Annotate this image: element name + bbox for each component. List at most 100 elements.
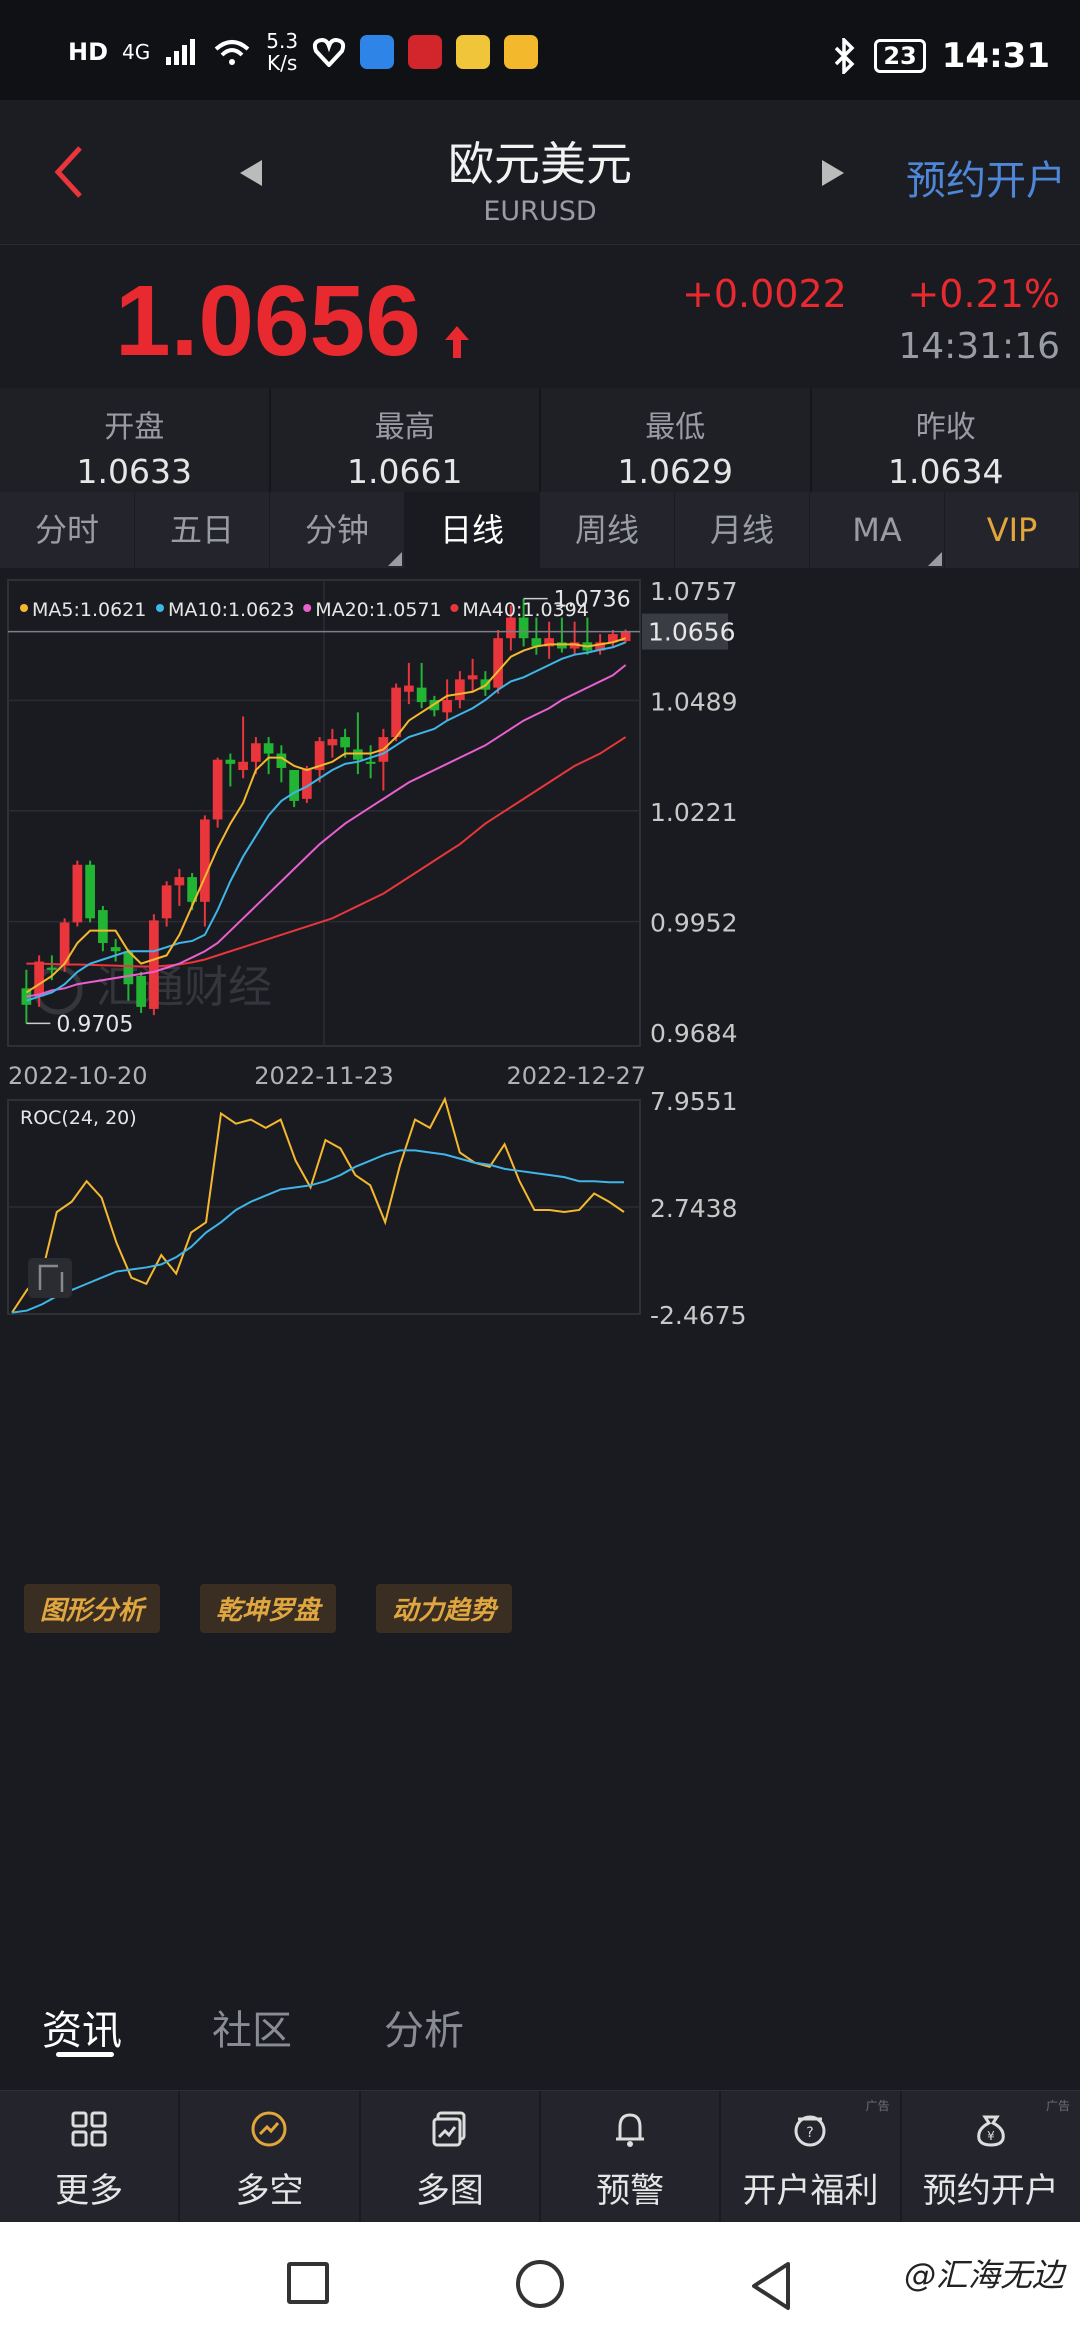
grid-icon (71, 2111, 107, 2147)
more-button[interactable]: 更多 (0, 2091, 181, 2222)
network-indicator: 4G (122, 40, 151, 64)
ad-label: 广告 (865, 2099, 890, 2113)
back-icon[interactable] (50, 142, 90, 202)
tab-five-day[interactable]: 五日 (135, 492, 270, 568)
page-title: 欧元美元 (448, 137, 632, 191)
legend-dot (20, 604, 28, 612)
candle-body (608, 634, 618, 643)
app-red-icon (408, 35, 443, 69)
tab-monthly[interactable]: 月线 (675, 492, 810, 568)
gift-icon: ? (794, 2115, 826, 2147)
candle-body (47, 967, 57, 970)
ma40-line (26, 736, 627, 968)
candle-body (314, 741, 325, 771)
legend-label: MA5:1.0621 (32, 599, 146, 621)
candle-body (136, 975, 146, 1007)
system-nav-bar: @汇海无边 (0, 2222, 1080, 2340)
home-button[interactable] (516, 2260, 564, 2308)
candle-body (506, 617, 516, 639)
next-symbol-icon[interactable] (822, 160, 844, 186)
reserve-account-button[interactable]: ¥ 预约开户 广告 (922, 2099, 1070, 2211)
last-price: 1.0656 (115, 265, 421, 377)
bottom-toolbar: 更多 多空 多图 预警 ? 开户福利 广告 ¥ 预约开户 广告 (0, 2090, 1080, 2222)
legend-label: MA10:1.0623 (168, 599, 294, 621)
y-tick-label: 1.0757 (650, 577, 737, 606)
candle-body (353, 749, 363, 760)
candle-body (276, 753, 287, 768)
y-tick-label: 1.0489 (650, 687, 737, 716)
legend-label: MA40:1.0394 (462, 599, 588, 621)
candle-body (161, 885, 172, 919)
candle-body (391, 687, 401, 738)
speedometer-icon (251, 2111, 287, 2147)
candle-body (595, 642, 605, 651)
ohlc-row: 开盘 1.0633 最高 1.0661 最低 1.0629 昨收 1.0634 (0, 388, 1080, 492)
bell-icon (616, 2113, 645, 2147)
candle-body (238, 761, 248, 771)
x-tick-label: 2022-11-23 (254, 1062, 393, 1090)
candle-body (620, 631, 631, 642)
hd-indicator: HD (68, 38, 109, 66)
account-bonus-button[interactable]: ? 开户福利 广告 (721, 2091, 902, 2222)
pattern-analysis-button[interactable]: 图形分析 (24, 1584, 161, 1633)
tab-minute[interactable]: 分钟 (270, 492, 405, 568)
chart-watermark: 汇通财经 (96, 962, 272, 1013)
app-heart-icon (312, 37, 346, 67)
active-tab-indicator (56, 2052, 114, 2057)
candle-body (569, 642, 580, 649)
alert-button[interactable]: 预警 (541, 2091, 722, 2222)
wifi-icon (214, 40, 250, 65)
chart-area[interactable]: 1.0757 1.0489 1.0221 0.9952 0.9684 汇通财经 1.0656… (0, 570, 1080, 2000)
ohlc-low: 最低 1.0629 (541, 388, 812, 492)
long-short-button[interactable]: 多空 (180, 2091, 361, 2222)
candle-body (416, 687, 427, 703)
x-tick-label: 2022-10-20 (8, 1062, 147, 1090)
candle-body (98, 910, 108, 944)
period-tabs: 分时 五日 分钟 日线 周线 月线 MA VIP (0, 492, 1080, 568)
candle-body (493, 638, 503, 688)
compass-button[interactable]: 乾坤罗盘 (200, 1584, 337, 1633)
candle-body (85, 864, 95, 919)
battery-indicator: 23 (874, 39, 926, 73)
indicator-toggle-glyph (38, 1264, 64, 1292)
clock: 14:31 (941, 36, 1050, 76)
tab-ma[interactable]: MA (810, 492, 945, 568)
ad-label: 广告 (1045, 2099, 1070, 2113)
roc-series-line (11, 1149, 624, 1314)
tab-vip[interactable]: VIP (945, 492, 1080, 568)
tab-daily[interactable]: 日线 (405, 492, 540, 568)
kline-chart[interactable]: 1.0757 1.0489 1.0221 0.9952 0.9684 汇通财经 1.0656… (0, 570, 1080, 2000)
candle-body (531, 638, 542, 647)
mail-icon (504, 35, 539, 69)
y-tick-label: 0.9952 (650, 909, 737, 938)
ma5-line (25, 637, 626, 994)
tab-analysis[interactable]: 分析 (384, 2008, 464, 2054)
svg-text:?: ? (807, 2125, 814, 2141)
candle-body (212, 759, 223, 820)
candle-body (110, 947, 121, 952)
candle-body (340, 737, 350, 748)
status-bar: HD 4G 5.3 K/s 23 14:31 (0, 0, 1080, 100)
tab-intraday[interactable]: 分时 (0, 492, 135, 568)
recent-apps-button[interactable] (287, 2262, 329, 2304)
news-tabs: 资讯 社区 分析 (0, 1980, 1080, 2090)
prev-symbol-icon[interactable] (240, 160, 262, 186)
candle-body (327, 739, 338, 746)
roc-y-tick-label: -2.4675 (650, 1301, 747, 1330)
tab-weekly[interactable]: 周线 (540, 492, 675, 568)
open-account-link[interactable]: 预约开户 (906, 158, 1066, 204)
symbol-code: EURUSD (483, 196, 597, 227)
tab-news[interactable]: 资讯 (42, 2008, 122, 2054)
y-tick-label: 1.0221 (650, 798, 737, 827)
candle-body (200, 819, 210, 902)
quote-panel: 1.0656 +0.0022 +0.21% 14:31:16 (0, 246, 1080, 388)
ohlc-high: 最高 1.0661 (271, 388, 541, 492)
legend-dot (450, 604, 459, 612)
momentum-button[interactable]: 动力趋势 (376, 1584, 513, 1633)
tab-community[interactable]: 社区 (212, 2008, 292, 2054)
max-price-label: 1.0736 (554, 588, 631, 613)
multi-chart-button[interactable]: 多图 (361, 2091, 541, 2222)
legend-label: MA20:1.0571 (315, 599, 441, 621)
min-price-label: 0.9705 (56, 1012, 133, 1037)
back-nav-icon[interactable] (748, 2260, 794, 2312)
